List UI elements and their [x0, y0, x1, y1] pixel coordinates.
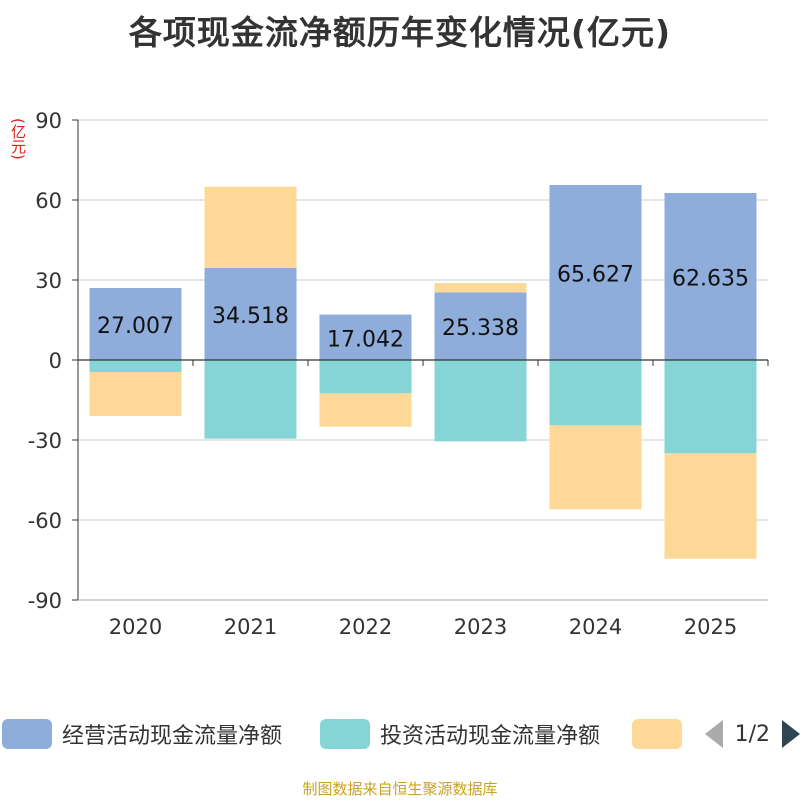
chart-title: 各项现金流净额历年变化情况(亿元): [128, 13, 672, 52]
x-tick-label: 2020: [109, 615, 162, 639]
y-tick-label: -60: [28, 509, 62, 533]
bar-2021-series-3[interactable]: [204, 186, 297, 268]
bar-2022-series-2[interactable]: [319, 360, 412, 394]
legend-swatch-financing: [632, 719, 682, 749]
legend-next-page-icon[interactable]: [782, 720, 800, 748]
y-tick-label: 90: [35, 109, 62, 133]
data-label-2025: 62.635: [672, 266, 749, 291]
data-label-2020: 27.007: [97, 314, 174, 339]
y-tick-label: -30: [28, 429, 62, 453]
bar-2022-series-1[interactable]: [319, 314, 412, 360]
bar-2020-series-3[interactable]: [89, 372, 182, 416]
y-tick-label: 0: [49, 349, 62, 373]
bar-chart: 90 60 30 0 -30 -60 -90 27.007 34.518 17.042 25.338…: [28, 109, 769, 639]
bar-2025-series-1[interactable]: [664, 192, 757, 360]
x-tick-label: 2021: [224, 615, 277, 639]
x-tick-label: 2024: [569, 615, 622, 639]
bar-2021-series-2[interactable]: [204, 360, 297, 439]
data-label-2022: 17.042: [327, 327, 404, 352]
x-tick-label: 2022: [339, 615, 392, 639]
data-label-2023: 25.338: [442, 316, 519, 341]
y-tick-label: 60: [35, 189, 62, 213]
legend-swatch-operating: [2, 719, 52, 749]
bar-2024-series-2[interactable]: [549, 360, 642, 426]
legend-label-operating: 经营活动现金流量净额: [62, 724, 283, 749]
legend-swatch-investing: [320, 719, 370, 749]
legend-page-indicator: 1/2: [734, 721, 770, 747]
x-tick-label: 2023: [454, 615, 507, 639]
legend: 经营活动现金流量净额 投资活动现金流量净额 1/2: [0, 716, 800, 752]
bar-2020-series-1[interactable]: [89, 287, 182, 360]
y-tick-label: 30: [35, 269, 62, 293]
bar-2021-series-1[interactable]: [204, 267, 297, 360]
data-source-note: 制图数据来自恒生聚源数据库: [302, 780, 498, 798]
legend-item-financing[interactable]: [632, 716, 692, 752]
y-axis-unit-label: (亿元): [9, 118, 27, 160]
x-tick-label: 2025: [684, 615, 737, 639]
legend-pager: 1/2: [704, 716, 800, 752]
bar-2023-series-3[interactable]: [434, 283, 527, 293]
data-label-2024: 65.627: [557, 262, 634, 287]
legend-item-operating[interactable]: 经营活动现金流量净额: [2, 716, 282, 752]
bar-2025-series-3[interactable]: [664, 453, 757, 559]
bar-2022-series-3[interactable]: [319, 393, 412, 427]
bar-2023-series-2[interactable]: [434, 360, 527, 442]
bar-2020-series-2[interactable]: [89, 360, 182, 372]
legend-item-investing[interactable]: 投资活动现金流量净额: [320, 716, 600, 752]
data-label-2021: 34.518: [212, 304, 289, 329]
y-tick-label: -90: [28, 589, 62, 613]
bar-2024-series-3[interactable]: [549, 425, 642, 510]
legend-label-investing: 投资活动现金流量净额: [380, 724, 601, 749]
legend-prev-page-icon[interactable]: [704, 720, 723, 748]
bar-2024-series-1[interactable]: [549, 184, 642, 360]
bar-2025-series-2[interactable]: [664, 360, 757, 454]
bar-2023-series-1[interactable]: [434, 292, 527, 360]
